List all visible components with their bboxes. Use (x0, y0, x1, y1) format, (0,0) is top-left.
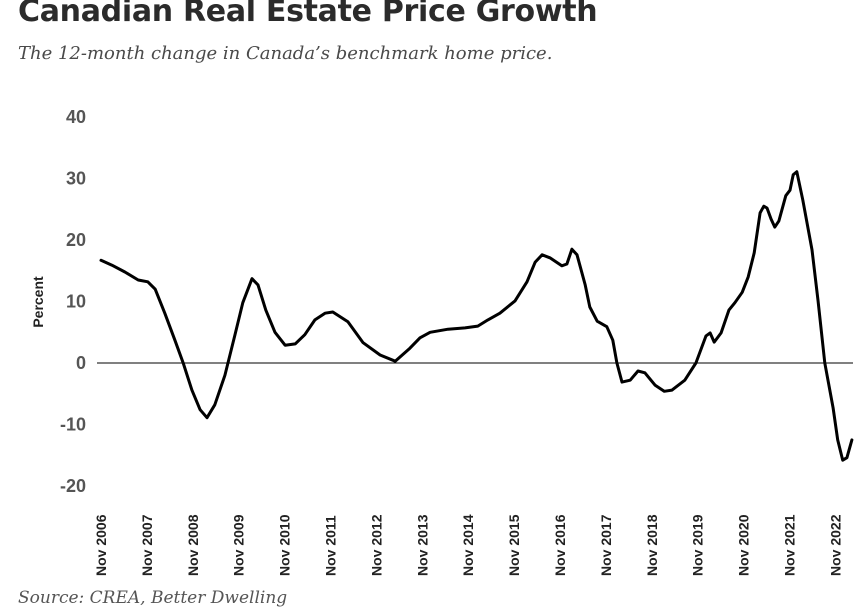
chart-title: Canadian Real Estate Price Growth (18, 0, 598, 29)
x-tick-label: Nov 2009 (231, 514, 247, 576)
x-tick-label: Nov 2017 (598, 514, 614, 576)
x-tick-label: Nov 2016 (552, 514, 568, 576)
x-tick-label: Nov 2012 (368, 514, 384, 576)
x-tick-label: Nov 2010 (277, 514, 293, 576)
x-tick-label: Nov 2014 (460, 514, 476, 576)
series-line (99, 170, 854, 462)
x-tick-label: Nov 2018 (644, 514, 660, 576)
x-tick-label: Nov 2021 (782, 514, 798, 576)
y-tick-label: 0 (76, 353, 86, 373)
y-tick-label: 40 (66, 107, 86, 127)
x-tick-label: Nov 2013 (414, 514, 430, 576)
y-tick-label: -20 (60, 476, 86, 496)
x-tick-label: Nov 2007 (139, 514, 155, 576)
x-tick-label: Nov 2008 (185, 514, 201, 576)
y-axis-ticks: 40 30 20 10 0 -10 -20 (60, 107, 86, 496)
x-tick-label: Nov 2015 (506, 514, 522, 576)
y-tick-label: 10 (66, 292, 86, 312)
y-tick-label: 20 (66, 230, 86, 250)
y-tick-label: -10 (60, 415, 86, 435)
x-tick-label: Nov 2006 (93, 514, 109, 576)
x-tick-label: Nov 2019 (690, 514, 706, 576)
x-tick-label: Nov 2022 (827, 514, 843, 576)
x-axis-ticks: Nov 2006 Nov 2007 Nov 2008 Nov 2009 Nov 2010… (93, 514, 843, 576)
y-tick-label: 30 (66, 169, 86, 189)
source-note: Source: CREA, Better Dwelling (18, 588, 288, 608)
x-tick-label: Nov 2020 (736, 514, 752, 576)
chart-subtitle: The 12-month change in Canada’s benchmar… (18, 43, 553, 64)
x-tick-label: Nov 2011 (323, 515, 339, 576)
y-axis-label: Percent (30, 276, 46, 328)
